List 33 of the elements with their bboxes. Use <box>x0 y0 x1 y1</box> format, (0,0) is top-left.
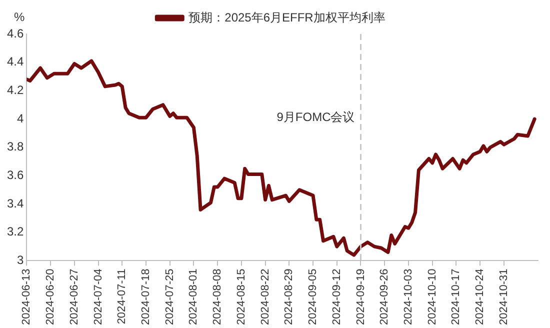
x-tick-label: 2024-09-19 <box>354 268 367 326</box>
y-axis-title: % <box>14 10 25 24</box>
x-tick-label: 2024-09-26 <box>378 268 391 326</box>
x-tick-label: 2024-07-25 <box>164 268 176 326</box>
x-tick-label: 2024-10-10 <box>426 268 438 326</box>
x-tick-label: 2024-08-22 <box>259 268 272 326</box>
x-tick-label: 2024-10-24 <box>474 268 486 326</box>
x-tick-label: 2024-08-08 <box>212 268 224 326</box>
x-tick-label: 2024-09-12 <box>330 268 343 326</box>
x-tick-label: 2024-08-29 <box>283 268 296 326</box>
y-tick-label: 3 <box>16 253 24 268</box>
y-tick-label: 3.8 <box>6 140 24 154</box>
x-tick-label: 2024-08-01 <box>188 268 200 326</box>
x-tick-label: 2024-10-17 <box>450 268 462 326</box>
x-tick-label: 2024-06-20 <box>44 268 57 326</box>
x-tick-label: 2024-10-31 <box>498 268 510 326</box>
y-tick-label: 4.2 <box>6 82 24 97</box>
y-tick-label: 4.4 <box>6 54 24 69</box>
x-tick-label: 2024-07-18 <box>140 268 152 326</box>
ref-line-label: 9月FOMC会议 <box>276 110 355 124</box>
x-tick-label: 2024-07-11 <box>116 268 128 324</box>
y-tick-label: 3.2 <box>6 224 24 239</box>
x-tick-label: 2024-06-13 <box>20 268 33 326</box>
x-tick-label: 2024-08-15 <box>235 268 248 326</box>
y-tick-label: 3.4 <box>6 196 24 210</box>
x-tick-label: 2024-07-04 <box>92 268 104 326</box>
y-tick-label: 4.6 <box>6 26 24 40</box>
x-tick-label: 2024-10-03 <box>402 268 414 326</box>
y-tick-label: 4 <box>16 111 24 126</box>
x-tick-label: 2024-06-27 <box>68 268 80 326</box>
legend-label: 预期：2025年6月EFFR加权平均利率 <box>188 10 386 24</box>
y-tick-label: 3.6 <box>6 168 24 182</box>
x-tick-label: 2024-09-05 <box>307 268 320 326</box>
